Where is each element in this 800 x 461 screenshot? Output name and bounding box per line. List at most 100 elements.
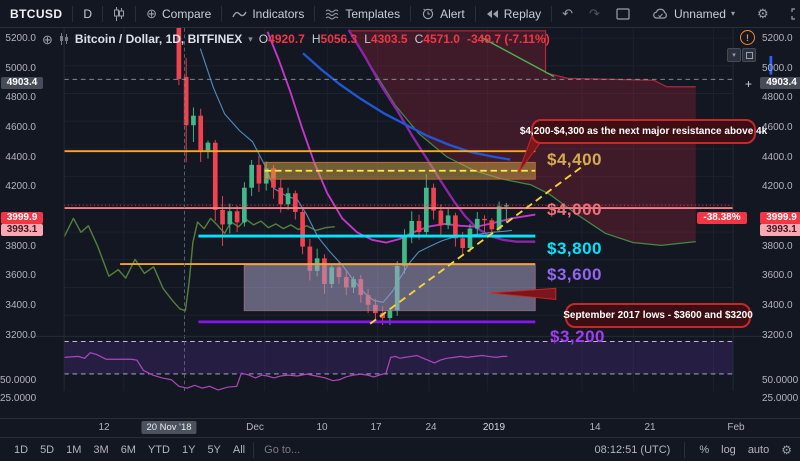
templates-icon — [326, 9, 339, 19]
toolbar-divider — [135, 5, 137, 22]
time-axis-label: 12 — [98, 422, 110, 433]
indicators-label: Indicators — [252, 6, 305, 21]
range-button-YTD[interactable]: YTD — [147, 444, 170, 456]
range-button-5Y[interactable]: 5Y — [207, 444, 221, 456]
percent-scale-button[interactable]: % — [699, 444, 710, 456]
indicators-button[interactable]: Indicators — [224, 3, 312, 25]
chevron-down-icon: ▾ — [730, 8, 735, 18]
candle-body — [300, 211, 305, 247]
redo-button[interactable]: ↷ — [589, 6, 600, 21]
toolbar-divider — [102, 5, 104, 22]
toolbar-divider — [474, 5, 476, 22]
axis-controls-group: 08:12:51 (UTC) % log auto ⚙ — [595, 442, 792, 458]
clock-utc-label[interactable]: 08:12:51 (UTC) — [594, 444, 671, 456]
september-lows-zone[interactable] — [243, 264, 536, 312]
candle-body — [249, 164, 254, 188]
compare-plus-icon: ⊕ — [146, 6, 157, 21]
candle-body — [423, 187, 429, 233]
candle-body — [474, 218, 480, 229]
symbol-label: BTCUSD — [10, 6, 63, 21]
candle-body — [292, 193, 298, 212]
fullscreen-button[interactable] — [783, 3, 800, 25]
toolbar-divider — [314, 5, 316, 22]
candle-body — [431, 187, 436, 211]
templates-label: Templates — [345, 6, 401, 21]
candle-body — [402, 235, 407, 266]
save-layout-button[interactable]: Unnamed ▾ — [644, 3, 743, 25]
cloud-diag-line — [480, 36, 555, 78]
layout-select-button[interactable] — [608, 3, 638, 25]
replay-rewind-icon — [486, 9, 498, 18]
candle-body — [285, 193, 291, 205]
ascending-trendline[interactable] — [369, 162, 588, 325]
candle-body — [234, 211, 240, 223]
candle-body — [387, 310, 393, 318]
range-button-1Y[interactable]: 1Y — [181, 444, 196, 456]
indicator-pane — [64, 341, 734, 391]
chart-area[interactable]: ⊕ Bitcoin / Dollar, 1D, BITFINEX ▾ O4920… — [0, 28, 800, 438]
time-axis-label: 2019 — [482, 422, 506, 433]
replay-button[interactable]: Replay — [478, 3, 549, 25]
candle-body — [504, 205, 509, 207]
alert-button[interactable]: Alert — [413, 3, 473, 25]
log-scale-button[interactable]: log — [721, 444, 736, 456]
candle-body — [242, 187, 247, 223]
range-button-3M[interactable]: 3M — [93, 444, 109, 456]
candle-body — [460, 238, 466, 248]
indicator-line-chikou_green — [64, 217, 335, 312]
compare-label: Compare — [161, 6, 212, 21]
auto-scale-button[interactable]: auto — [747, 444, 770, 456]
drawing-objects[interactable] — [64, 78, 734, 325]
time-axis-label: 14 — [589, 422, 601, 433]
compare-button[interactable]: ⊕ Compare — [138, 3, 219, 25]
candle-body — [307, 246, 313, 271]
annotation-pointer-1[interactable] — [490, 287, 557, 301]
templates-button[interactable]: Templates — [317, 3, 408, 25]
price-pane — [64, 28, 696, 326]
toolbar-divider — [410, 5, 412, 22]
cloud-senkou-a — [348, 30, 696, 247]
candle-body — [409, 220, 415, 236]
interval-label: D — [83, 6, 93, 21]
alert-clock-icon — [422, 8, 434, 20]
candle-body — [191, 115, 196, 126]
toolbar-right-group: Unnamed ▾ ⚙ Publish ▶ — [608, 3, 800, 25]
date-range-group: 1D 5D 1M 3M 6M YTD 1Y 5Y All — [8, 442, 251, 458]
range-button-5D[interactable]: 5D — [40, 444, 55, 456]
candle-body — [183, 76, 189, 126]
chart-chrome — [26, 28, 774, 391]
undo-button[interactable]: ↶ — [562, 6, 574, 21]
chart-style-button[interactable] — [105, 3, 133, 25]
candle-body — [212, 142, 218, 210]
range-button-1D[interactable]: 1D — [14, 444, 29, 456]
candle-body — [453, 215, 458, 239]
range-button-All[interactable]: All — [232, 444, 246, 456]
bottom-toolbar: 1D 5D 1M 3M 6M YTD 1Y 5Y All Go to... 08:12:51 (… — [0, 437, 800, 461]
toolbar-divider — [72, 5, 74, 22]
candle-body — [489, 220, 495, 230]
indicator-line-ma_violet — [347, 29, 536, 243]
toolbar-divider — [551, 5, 553, 22]
ichimoku-cloud — [348, 30, 696, 246]
interval-button[interactable]: D — [75, 3, 100, 25]
goto-date-button[interactable]: Go to... — [264, 444, 301, 456]
candle-body — [220, 209, 225, 225]
time-axis[interactable]: 12 Dec 10 17 24 2019 14 21 Feb 20 Nov '18 — [0, 418, 800, 438]
chart-properties-button[interactable]: ⚙ — [756, 6, 769, 21]
candle-body — [467, 228, 473, 248]
time-axis-label: 21 — [644, 422, 656, 433]
chart-canvas[interactable] — [0, 28, 800, 418]
candle-body — [227, 211, 233, 225]
candle-body — [205, 142, 211, 151]
cloud-senkou-b — [348, 30, 696, 88]
scale-settings-gear-icon[interactable]: ⚙ — [781, 443, 792, 457]
range-button-1M[interactable]: 1M — [66, 444, 82, 456]
time-axis-label: 17 — [370, 422, 382, 433]
symbol-button[interactable]: BTCUSD — [6, 3, 70, 25]
cloud-icon — [653, 8, 667, 19]
scrollbar-thumb[interactable] — [769, 55, 773, 75]
fullscreen-icon — [791, 7, 800, 20]
range-button-6M[interactable]: 6M — [120, 444, 136, 456]
candle-body — [278, 187, 284, 205]
